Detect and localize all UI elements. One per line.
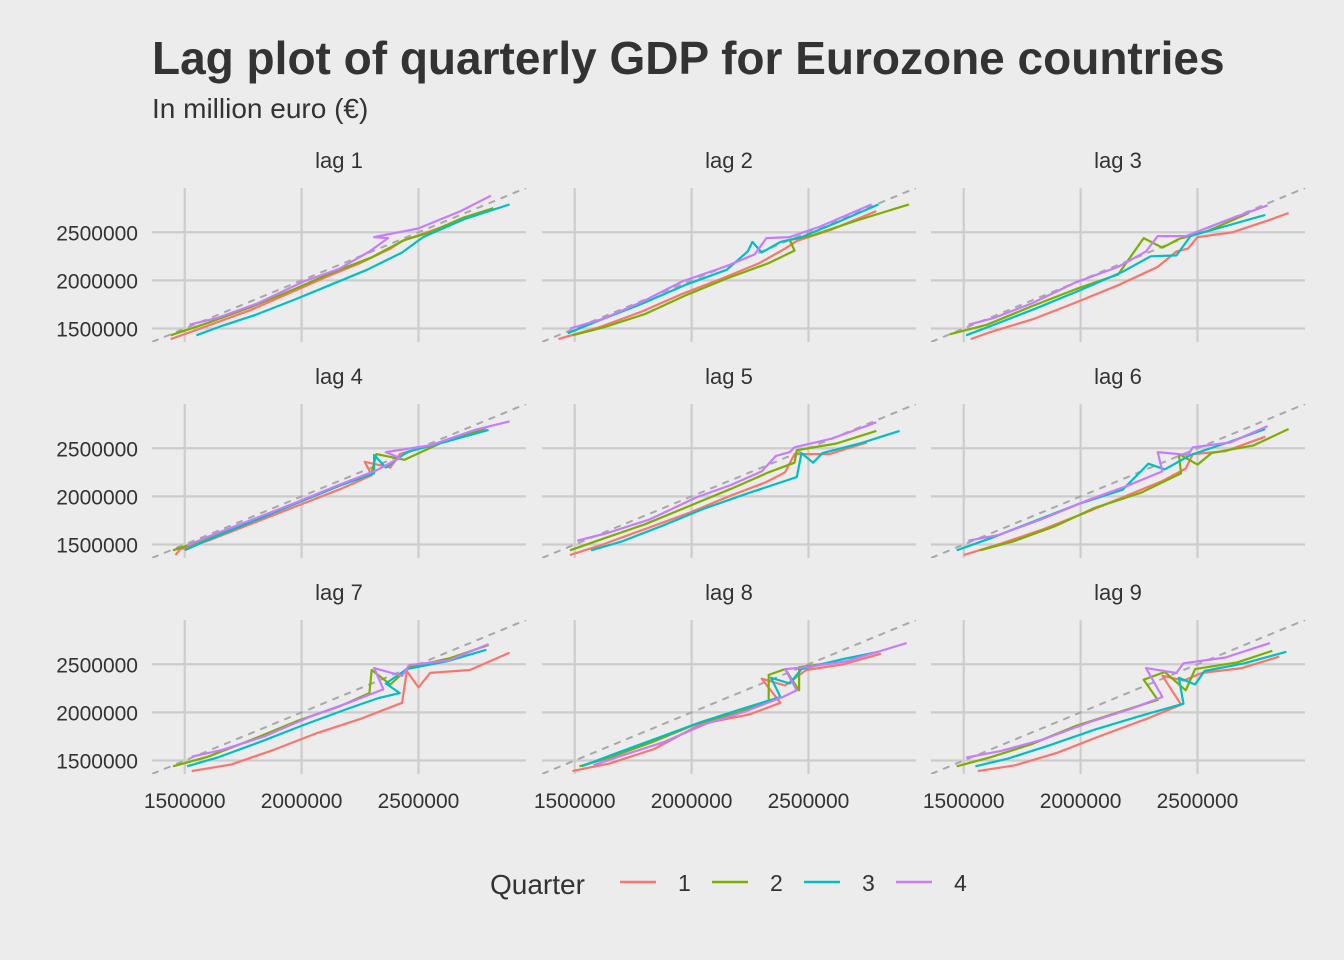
x-tick-label: 2500000 — [768, 790, 850, 813]
facet-panel: lag 8 1500000 2000000 2500000 — [534, 580, 916, 813]
facet-strip-label: lag 1 — [315, 148, 363, 173]
x-tick-label: 2000000 — [1040, 790, 1122, 813]
chart-subtitle: In million euro (€) — [152, 93, 368, 124]
facet-strip-label: lag 2 — [705, 148, 753, 173]
series-line-quarter-4 — [186, 420, 510, 547]
facet-panel: lag 1 1500000 2000000 2500000 — [56, 148, 526, 342]
x-tick-label: 2500000 — [378, 790, 460, 813]
facet-panel: lag 9 1500000 2000000 2500000 — [923, 580, 1305, 813]
x-tick-label: 2500000 — [1157, 790, 1239, 813]
facet-strip-label: lag 3 — [1094, 148, 1142, 173]
facet-strip-label: lag 6 — [1094, 364, 1142, 389]
y-tick-label: 1500000 — [56, 535, 138, 558]
series-line-quarter-1 — [572, 652, 882, 773]
legend-label-4: 4 — [954, 870, 967, 896]
series-line-quarter-3 — [567, 203, 880, 335]
facet-strip-label: lag 8 — [705, 580, 753, 605]
identity-reference-line — [152, 188, 526, 342]
facet-panel: lag 6 — [931, 364, 1305, 558]
legend-label-1: 1 — [678, 870, 691, 896]
facet-panel: lag 5 — [542, 364, 916, 558]
identity-reference-line — [152, 404, 526, 558]
series-line-quarter-1 — [191, 651, 511, 773]
identity-reference-line — [542, 188, 916, 342]
y-tick-label: 2000000 — [56, 702, 138, 725]
series-line-quarter-4 — [569, 203, 873, 330]
x-tick-label: 1500000 — [144, 790, 226, 813]
series-line-quarter-3 — [975, 650, 1287, 768]
y-tick-label: 1500000 — [56, 319, 138, 342]
series-line-quarter-1 — [963, 435, 1266, 557]
x-tick-label: 2000000 — [261, 790, 343, 813]
x-tick-label: 1500000 — [923, 790, 1005, 813]
y-tick-label: 1500000 — [56, 751, 138, 774]
series-line-quarter-4 — [968, 204, 1268, 326]
series-line-quarter-3 — [590, 429, 900, 552]
series-line-quarter-1 — [970, 211, 1289, 341]
facet-strip-label: lag 4 — [315, 364, 363, 389]
legend-label-2: 2 — [770, 870, 783, 896]
x-tick-label: 2000000 — [651, 790, 733, 813]
series-line-quarter-3 — [965, 213, 1266, 337]
facet-strip-label: lag 5 — [705, 364, 753, 389]
facet-panels: lag 1 1500000 2000000 2500000 lag 2 lag 3 lag … — [56, 148, 1305, 813]
legend: Quarter 1 2 3 4 — [490, 869, 967, 900]
series-line-quarter-1 — [569, 441, 868, 557]
series-line-quarter-2 — [569, 429, 877, 552]
facet-panel: lag 7 1500000 2000000 2500000 1500000 2000000… — [56, 580, 526, 813]
y-tick-label: 2500000 — [56, 222, 138, 245]
series-line-quarter-2 — [956, 649, 1273, 768]
series-line-quarter-4 — [189, 194, 492, 326]
identity-reference-line — [542, 620, 916, 774]
identity-reference-line — [931, 620, 1305, 774]
identity-reference-line — [931, 188, 1305, 342]
y-tick-label: 2500000 — [56, 438, 138, 461]
y-tick-label: 2500000 — [56, 654, 138, 677]
y-tick-label: 2000000 — [56, 486, 138, 509]
chart-title: Lag plot of quarterly GDP for Eurozone c… — [152, 32, 1225, 84]
series-line-quarter-2 — [979, 428, 1290, 552]
identity-reference-line — [931, 404, 1305, 558]
identity-reference-line — [542, 404, 916, 558]
series-line-quarter-3 — [186, 648, 487, 768]
facet-panel: lag 4 1500000 2000000 2500000 — [56, 364, 526, 558]
x-tick-label: 1500000 — [534, 790, 616, 813]
legend-label-3: 3 — [862, 870, 875, 896]
y-tick-label: 2000000 — [56, 270, 138, 293]
series-line-quarter-4 — [968, 425, 1269, 542]
facet-panel: lag 3 — [931, 148, 1305, 342]
series-line-quarter-3 — [196, 203, 510, 337]
facet-strip-label: lag 9 — [1094, 580, 1142, 605]
series-line-quarter-4 — [593, 642, 907, 767]
facet-panel: lag 2 — [542, 148, 916, 342]
series-line-quarter-2 — [572, 203, 910, 337]
series-line-quarter-2 — [170, 207, 494, 337]
series-line-quarter-4 — [191, 643, 490, 758]
series-line-quarter-4 — [965, 642, 1271, 759]
facet-strip-label: lag 7 — [315, 580, 363, 605]
series-line-quarter-3 — [184, 428, 489, 552]
legend-title: Quarter — [490, 869, 585, 900]
identity-reference-line — [152, 620, 526, 774]
series-line-quarter-4 — [576, 421, 877, 542]
